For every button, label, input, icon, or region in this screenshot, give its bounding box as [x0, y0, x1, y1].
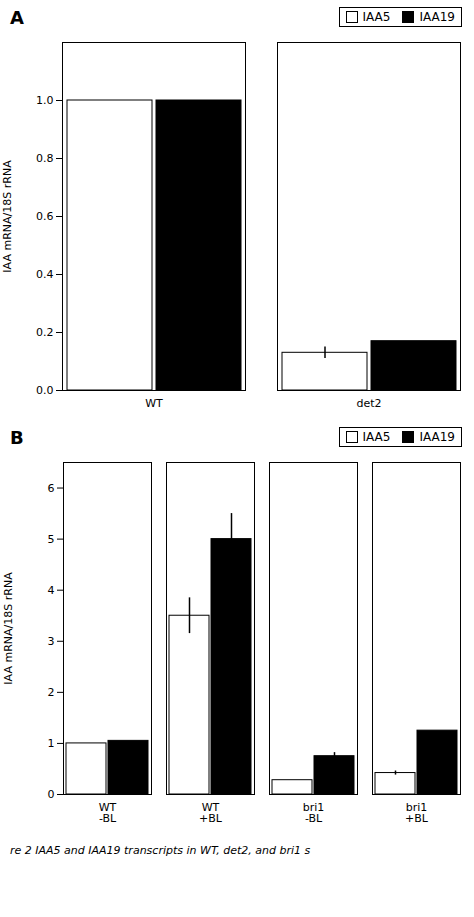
html-text:IAA19: IAA19 [419, 430, 455, 444]
svg-text:1: 1 [48, 737, 55, 750]
svg-text:2: 2 [48, 686, 55, 699]
svg-text:6: 6 [48, 482, 55, 495]
svg-text:0.8: 0.8 [36, 152, 54, 165]
svg-text:IAA mRNA/18S rRNA: IAA mRNA/18S rRNA [1, 160, 14, 273]
svg-text:0: 0 [48, 788, 55, 801]
html-text:IAA19: IAA19 [419, 10, 455, 24]
svg-text:WT+BL: WT+BL [199, 801, 223, 825]
svg-text:IAA mRNA/18S rRNA: IAA mRNA/18S rRNA [2, 572, 15, 685]
svg-text:0.2: 0.2 [36, 326, 54, 339]
html-text:re 2 IAA5 and IAA19 transcript: re 2 IAA5 and IAA19 transcripts in WT, d… [10, 844, 311, 857]
svg-text:det2: det2 [356, 397, 381, 410]
html-text:A: A [10, 6, 24, 28]
html-text:IAA5: IAA5 [362, 10, 391, 24]
html-text:IAA5: IAA5 [362, 430, 391, 444]
svg-text:0.0: 0.0 [36, 384, 54, 397]
svg-text:bri1-BL: bri1-BL [303, 801, 325, 825]
svg-text:3: 3 [48, 635, 55, 648]
svg-text:4: 4 [48, 584, 55, 597]
svg-text:WT-BL: WT-BL [99, 801, 117, 825]
svg-text:bri1+BL: bri1+BL [405, 801, 429, 825]
html-text:B: B [10, 426, 24, 448]
svg-text:0.4: 0.4 [36, 268, 54, 281]
svg-text:WT: WT [145, 397, 163, 410]
svg-text:5: 5 [48, 533, 55, 546]
svg-text:1.0: 1.0 [36, 94, 54, 107]
svg-text:0.6: 0.6 [36, 210, 54, 223]
